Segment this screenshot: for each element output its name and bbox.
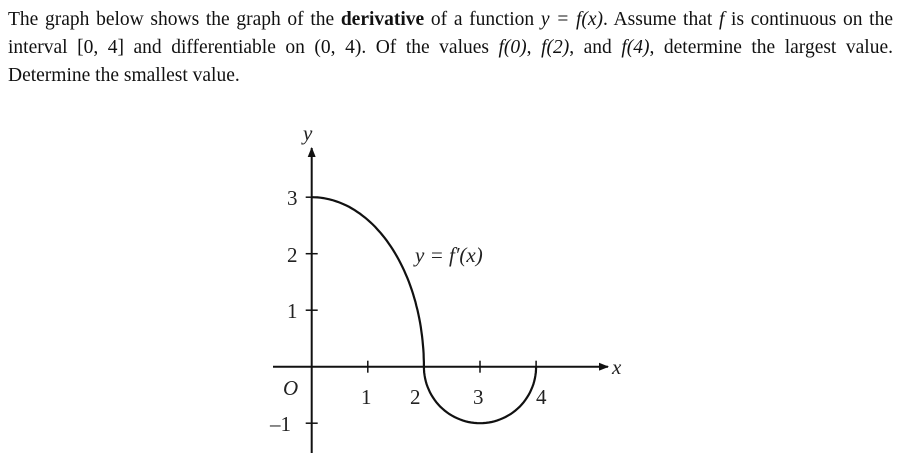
x-tick-label-3: 3: [473, 385, 484, 409]
curve-label: y = f′(x): [413, 243, 483, 267]
x-tick-label-2: 2: [410, 385, 421, 409]
derivative-curve: [311, 196, 538, 425]
origin-label: O: [283, 376, 298, 400]
y-tick-label-3: 3: [287, 186, 298, 210]
x-tick-label-4: 4: [536, 385, 547, 409]
y-tick-label-1: 1: [287, 299, 298, 323]
x-axis-label: x: [611, 355, 622, 379]
emphasis-derivative: derivative: [340, 9, 425, 30]
y-axis-label: y: [301, 121, 313, 145]
y-tick-label-neg1: –1: [269, 412, 291, 436]
problem-text: The graph below shows the graph of the d…: [8, 9, 893, 86]
x-tick-label-1: 1: [361, 385, 372, 409]
y-tick-label-2: 2: [287, 243, 298, 267]
